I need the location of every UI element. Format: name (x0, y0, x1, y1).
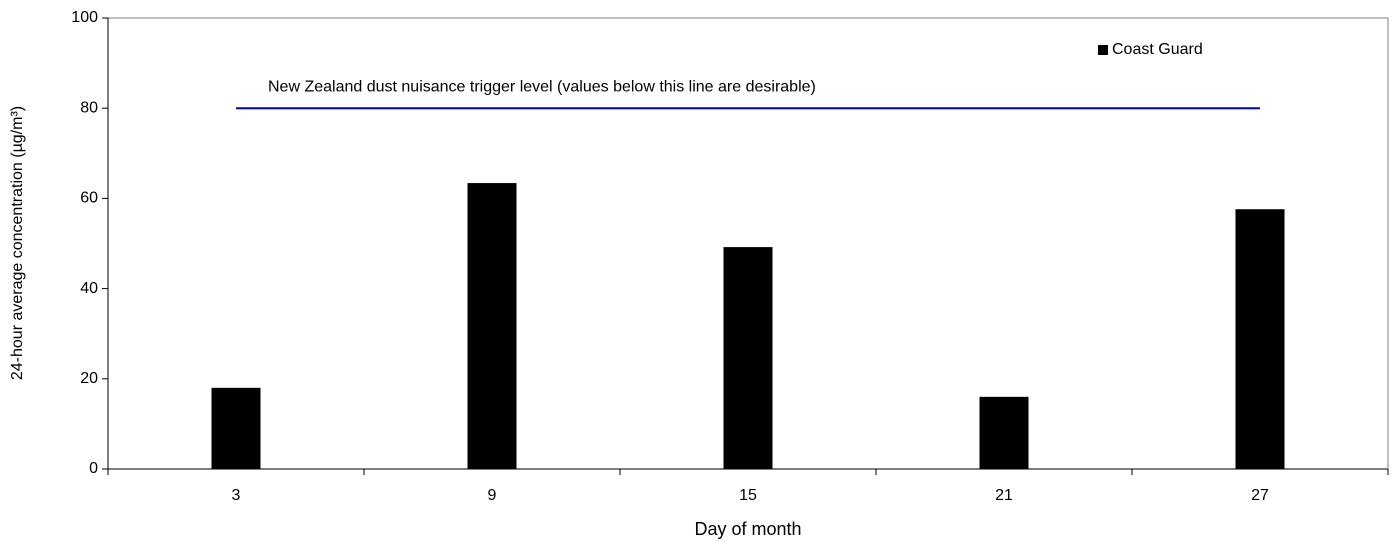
y-tick-label: 40 (80, 280, 98, 297)
bar (211, 387, 261, 469)
legend-label: Coast Guard (1112, 41, 1203, 58)
bar (1235, 209, 1285, 469)
bar (979, 396, 1029, 469)
x-tick-label: 15 (739, 487, 757, 504)
bar (467, 183, 517, 470)
y-tick-label: 0 (89, 460, 98, 477)
x-tick-label: 27 (1251, 487, 1269, 504)
y-axis-label: 24-hour average concentration (µg/m³) (9, 106, 26, 380)
y-tick-label: 20 (80, 370, 98, 387)
y-tick-label: 100 (71, 9, 98, 26)
x-axis-label: Day of month (694, 519, 801, 539)
bar (723, 247, 773, 469)
x-tick-label: 9 (488, 487, 497, 504)
x-tick-label: 21 (995, 487, 1013, 504)
y-tick-label: 80 (80, 99, 98, 116)
reference-label: New Zealand dust nuisance trigger level … (268, 78, 816, 95)
y-tick-label: 60 (80, 190, 98, 207)
legend-marker (1098, 45, 1108, 55)
x-tick-label: 3 (232, 487, 241, 504)
